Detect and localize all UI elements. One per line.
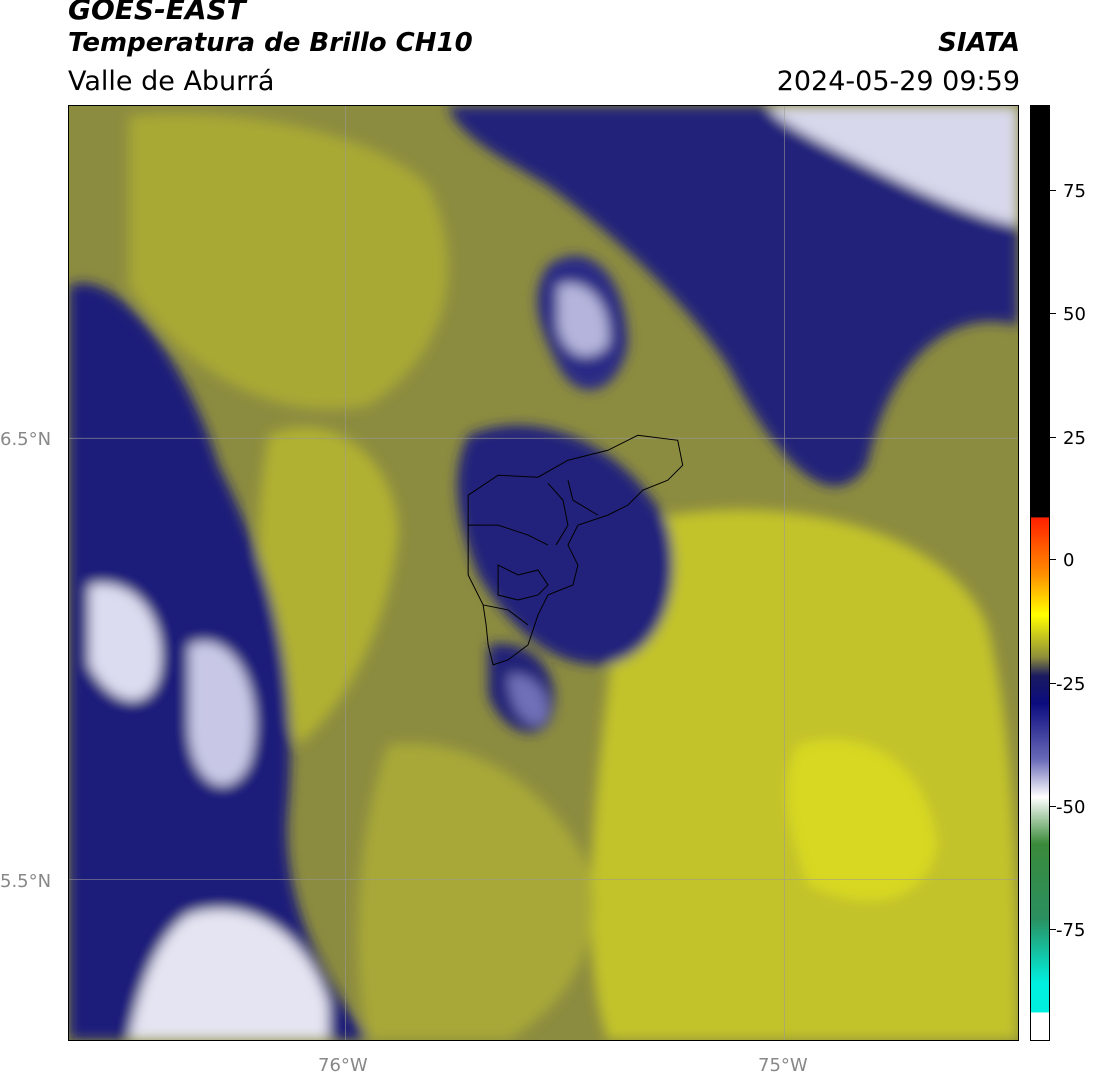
brand-label: SIATA (938, 28, 1020, 58)
cb-tick-75 (1050, 190, 1056, 191)
cb-tick-50 (1050, 313, 1056, 314)
lon-label-75w: 75°W (758, 1055, 808, 1076)
cb-label-25: 25 (1063, 428, 1086, 449)
product-title: Temperatura de Brillo CH10 (68, 28, 473, 58)
cb-tick-0 (1050, 559, 1056, 560)
cb-tick-m25 (1050, 683, 1056, 684)
cb-label-m25: -25 (1056, 674, 1086, 695)
cb-tick-m75 (1050, 929, 1056, 930)
cloud-field (69, 106, 1018, 1040)
region-title: Valle de Aburrá (68, 66, 275, 97)
cb-tick-m50 (1050, 806, 1056, 807)
cb-label-0: 0 (1063, 550, 1075, 571)
valle-de-aburra-boundaries (467, 434, 684, 666)
satellite-title: GOES-EAST (68, 0, 246, 26)
graticule (69, 106, 1018, 1040)
colorbar-gradient (1031, 106, 1049, 1040)
cb-label-m75: -75 (1056, 920, 1086, 941)
lat-label-5-5: 5.5°N (0, 871, 52, 892)
datetime-label: 2024-05-29 09:59 (776, 66, 1020, 97)
colorbar (1030, 105, 1050, 1041)
cb-label-m50: -50 (1056, 797, 1086, 818)
cb-label-75: 75 (1063, 181, 1086, 202)
cb-tick-25 (1050, 437, 1056, 438)
lat-label-6-5: 6.5°N (0, 429, 52, 450)
cb-label-50: 50 (1063, 304, 1086, 325)
lon-label-76w: 76°W (318, 1055, 368, 1076)
brightness-temperature-map (68, 105, 1019, 1041)
